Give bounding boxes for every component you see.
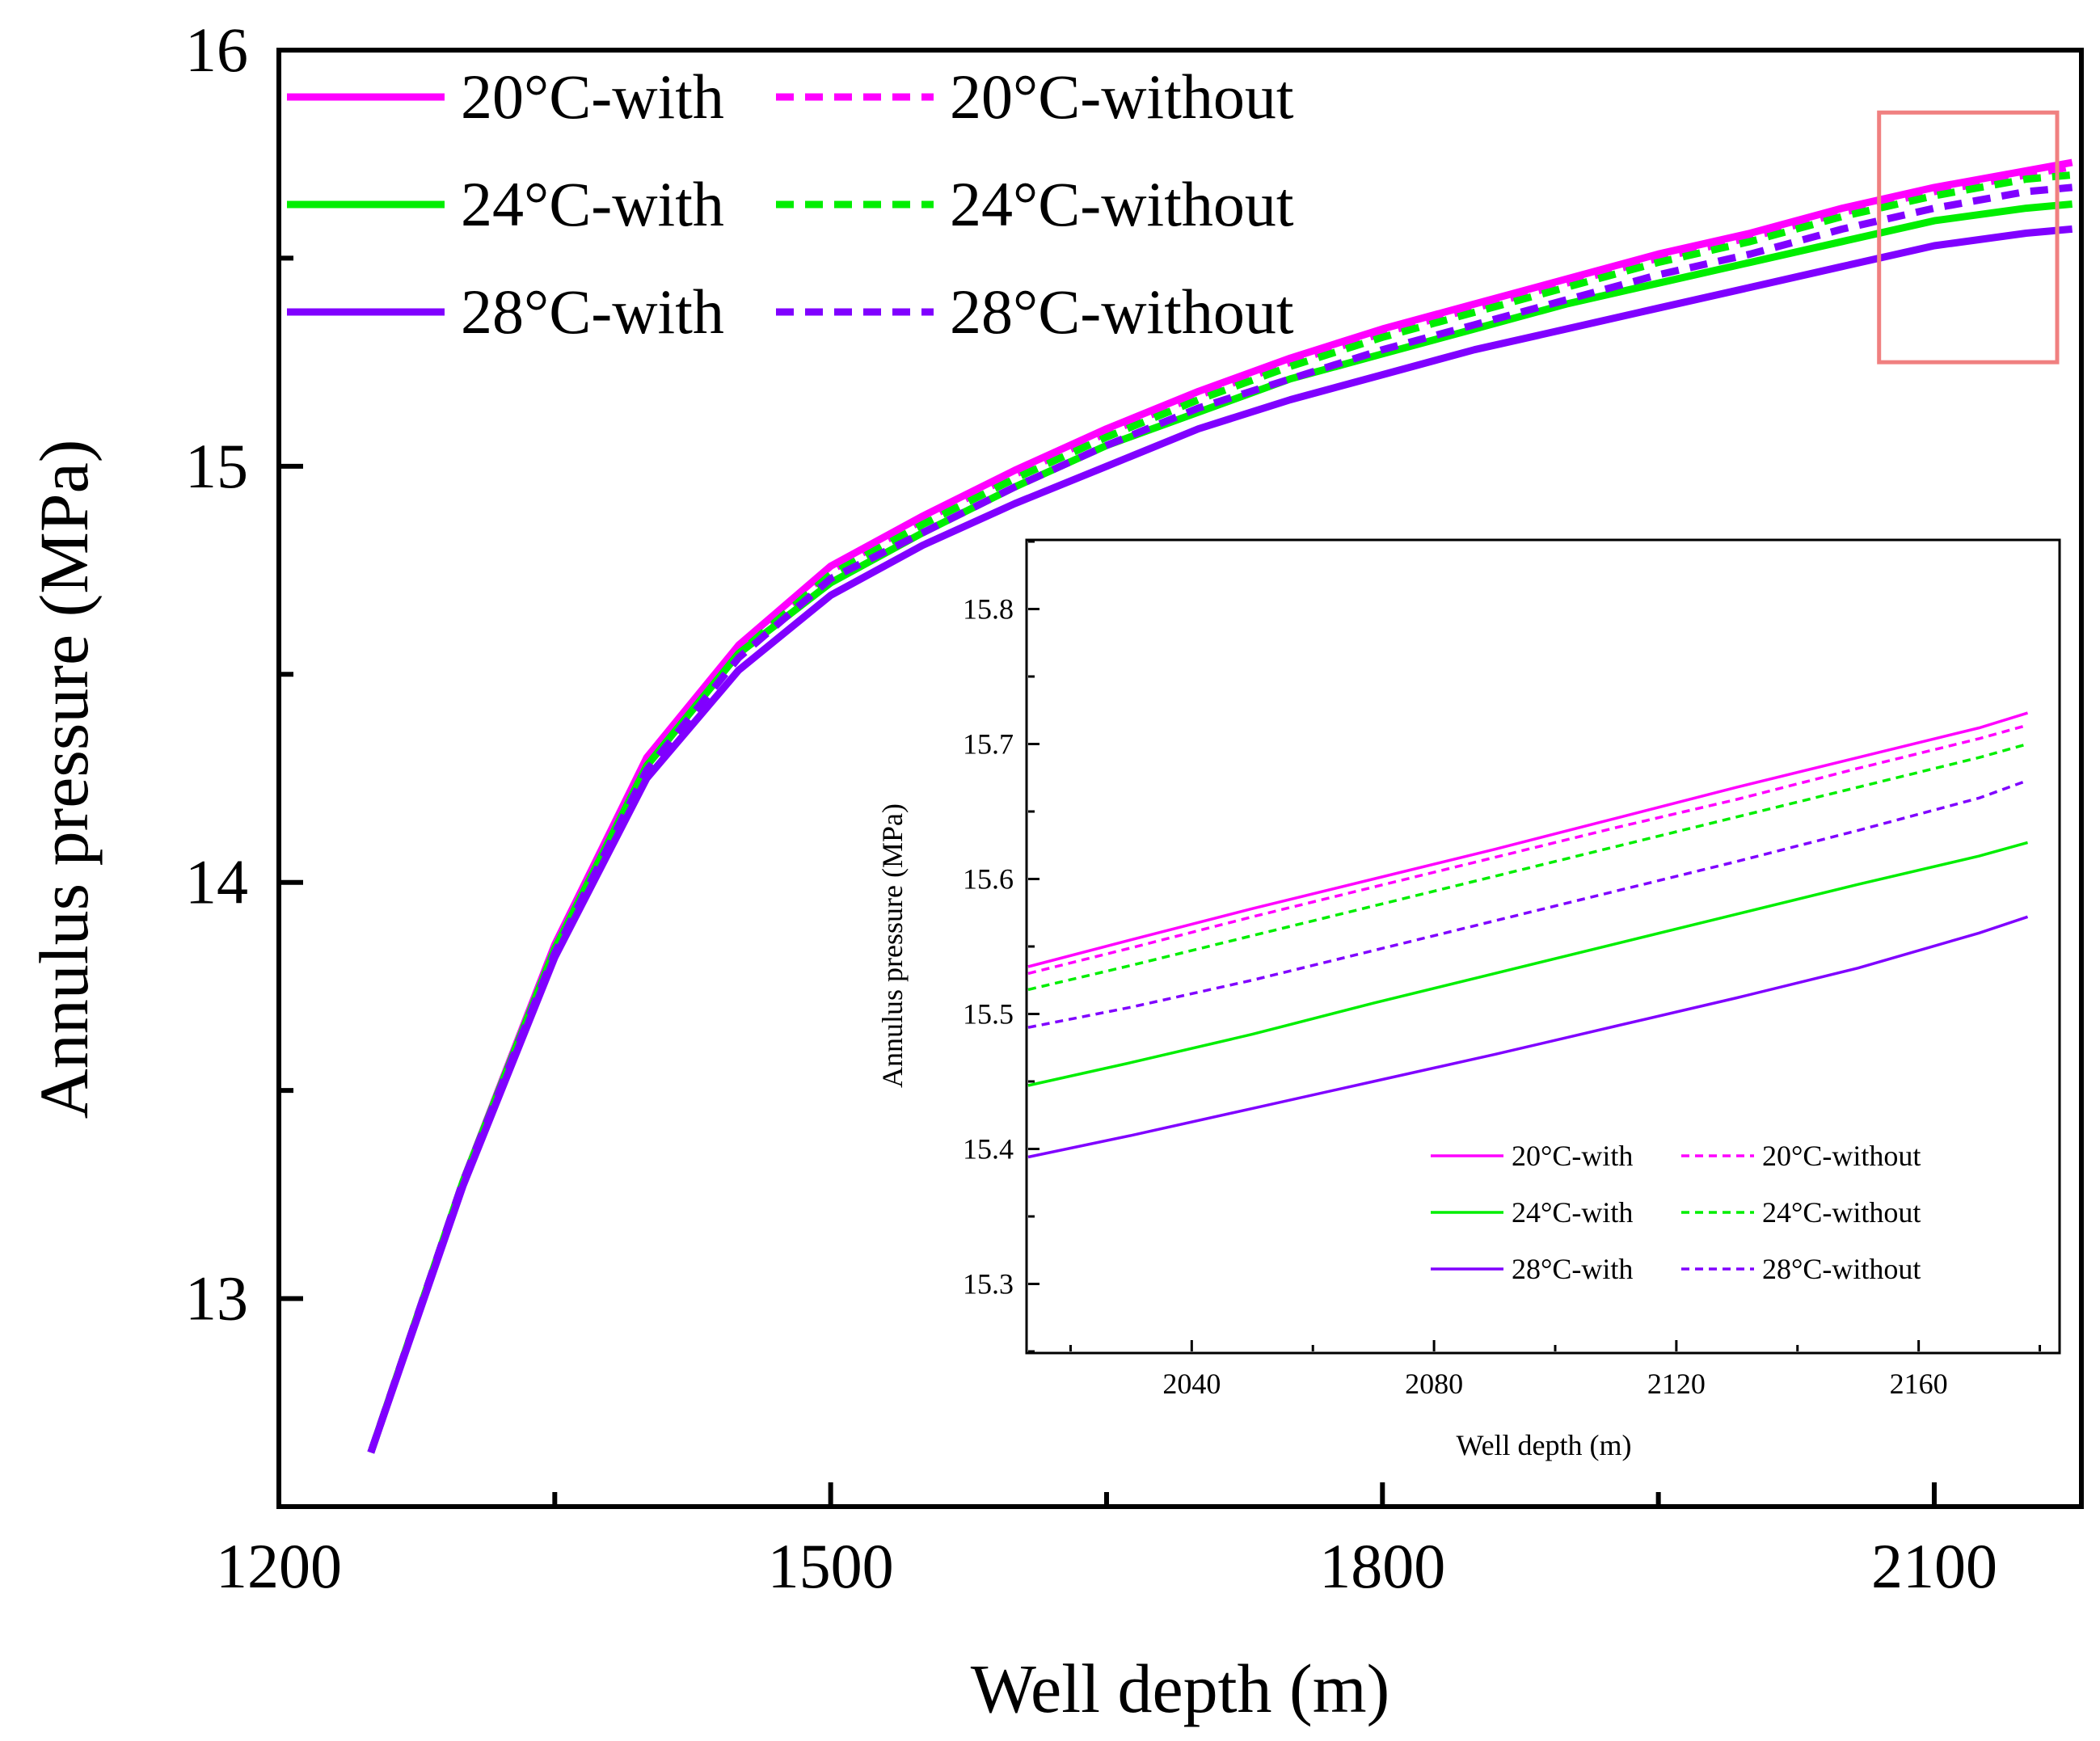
inset-y-tick-label: 15.6 [963, 863, 1014, 896]
inset-legend-label: 28°C-with [1512, 1253, 1633, 1285]
zoom-highlight-box [1877, 110, 2060, 365]
main-series-line-28c-without [367, 183, 2073, 1454]
main-series-line-28c-with [367, 225, 2073, 1454]
main-legend-entry-24c-with: 24°C-with [287, 169, 724, 239]
main-legend-label: 24°C-with [461, 169, 724, 239]
inset-y-tick-label: 15.8 [963, 593, 1014, 626]
inset-series-line-24c-with [1027, 841, 2028, 1087]
inset-legend-label: 24°C-with [1512, 1196, 1633, 1229]
inset-legend-entry-28c-without: 28°C-without [1681, 1253, 1921, 1285]
inset-x-tick-label: 2040 [1162, 1368, 1221, 1400]
inset-y-tick-label: 15.7 [963, 728, 1014, 761]
inset-series-line-20c-with [1027, 711, 2029, 968]
inset-legend-entry-24c-with: 24°C-with [1431, 1196, 1633, 1229]
inset-chart: 2040 2080 2120 2160 15.3 15.4 15.5 15.6 15.7 15.8… [876, 538, 2061, 1461]
main-legend-entry-20c-without: 20°C-without [776, 61, 1294, 132]
main-x-tick-label: 1200 [216, 1531, 342, 1601]
inset-legend-label: 20°C-with [1512, 1140, 1633, 1172]
inset-plot-background [1025, 538, 2061, 1355]
inset-series-line-28c-without [1027, 778, 2029, 1029]
main-legend-entry-20c-with: 20°C-with [287, 61, 724, 132]
main-legend: 20°C-with 20°C-without 24°C-with 24°C-witho… [287, 61, 1294, 347]
inset-legend-entry-24c-without: 24°C-without [1681, 1196, 1921, 1229]
main-y-tick-label: 14 [185, 847, 248, 917]
main-legend-entry-28c-with: 28°C-with [287, 276, 724, 347]
main-legend-entry-28c-without: 28°C-without [776, 276, 1294, 347]
inset-y-tick-label: 15.5 [963, 998, 1014, 1031]
inset-series-line-20c-without [1027, 723, 2028, 976]
inset-legend-label: 24°C-without [1762, 1196, 1921, 1229]
inset-y-axis-title: Annulus pressure (MPa) [876, 803, 909, 1088]
main-y-axis-title: Annulus pressure (MPa) [25, 440, 103, 1119]
inset-x-tick-label: 2080 [1405, 1368, 1463, 1400]
inset-legend: 20°C-with 20°C-without 24°C-with 24°C-witho… [1431, 1140, 1921, 1285]
main-x-axis-title: Well depth (m) [971, 1650, 1389, 1727]
main-legend-entry-24c-without: 24°C-without [776, 169, 1294, 239]
main-y-tick-label: 13 [185, 1263, 248, 1334]
inset-x-tick-label: 2120 [1647, 1368, 1706, 1400]
main-legend-label: 20°C-with [461, 61, 724, 132]
main-legend-label: 28°C-with [461, 276, 724, 347]
inset-series-line-28c-with [1027, 915, 2029, 1159]
inset-x-tick-label: 2160 [1890, 1368, 1948, 1400]
main-legend-label: 28°C-without [950, 276, 1294, 347]
inset-x-axis-title: Well depth (m) [1456, 1429, 1631, 1461]
main-x-tick-label: 1800 [1319, 1531, 1445, 1601]
inset-legend-entry-20c-with: 20°C-with [1431, 1140, 1633, 1172]
inset-legend-entry-20c-without: 20°C-without [1681, 1140, 1921, 1172]
main-x-tick-label: 2100 [1871, 1531, 1997, 1601]
inset-y-tick-label: 15.3 [963, 1268, 1014, 1300]
inset-legend-label: 20°C-without [1762, 1140, 1921, 1172]
inset-series-line-24c-without [1027, 742, 2028, 992]
main-y-tick-label: 15 [185, 431, 248, 501]
main-x-tick-label: 1500 [768, 1531, 894, 1601]
inset-legend-entry-28c-with: 28°C-with [1431, 1253, 1633, 1285]
main-legend-label: 20°C-without [950, 61, 1294, 132]
inset-legend-label: 28°C-without [1762, 1253, 1921, 1285]
main-y-tick-label: 16 [185, 15, 248, 85]
main-legend-label: 24°C-without [950, 169, 1294, 239]
inset-y-tick-label: 15.4 [963, 1133, 1014, 1166]
main-plot-frame [276, 48, 2084, 1509]
